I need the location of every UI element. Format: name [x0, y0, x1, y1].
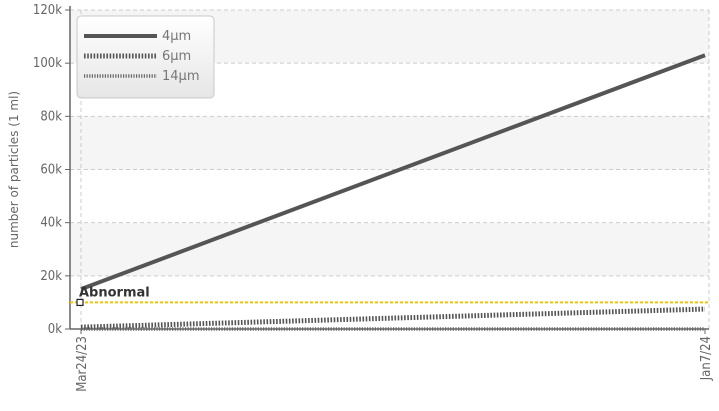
- y-tick-label: 100k: [33, 56, 62, 71]
- threshold-label: Abnormal: [79, 285, 150, 300]
- background-band: [70, 222, 709, 276]
- legend: 4μm 6μm 14μm: [76, 15, 215, 99]
- y-tick-label: 60k: [40, 163, 62, 178]
- y-tick-label: 20k: [40, 269, 62, 284]
- background-band: [70, 116, 709, 170]
- y-tick-label: 80k: [40, 109, 62, 124]
- y-tick-label: 0k: [48, 322, 62, 337]
- threshold-marker: [76, 298, 84, 307]
- x-tick-label: Mar24/23: [75, 336, 90, 392]
- legend-label: 14μm: [162, 69, 199, 84]
- y-tick-label: 40k: [40, 216, 62, 231]
- legend-label: 4μm: [162, 29, 191, 44]
- series-line-4m: [80, 53, 706, 291]
- y-tick-label: 120k: [33, 3, 62, 18]
- legend-label: 6μm: [162, 49, 191, 64]
- series-line-6m: [80, 306, 706, 330]
- y-axis-label: number of particles (1 ml): [7, 91, 21, 248]
- x-tick-label: Jan7/24: [699, 336, 714, 381]
